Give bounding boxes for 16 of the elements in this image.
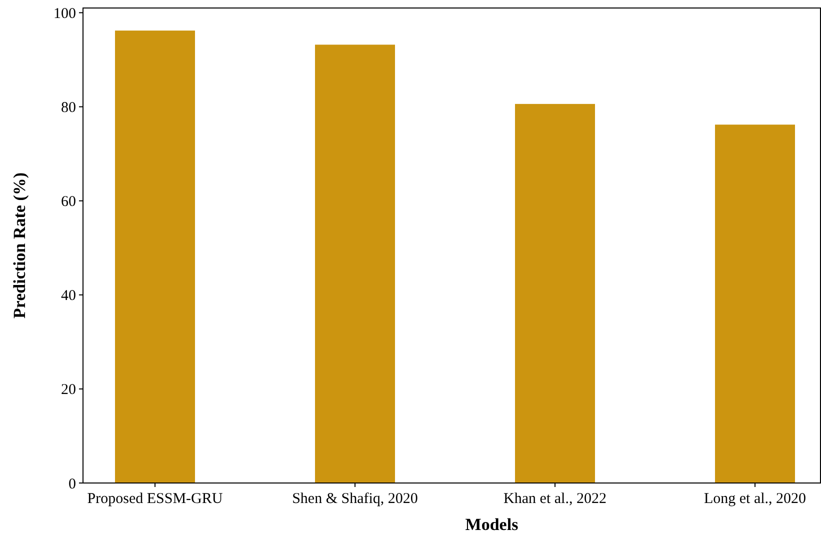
x-tick-label: Khan et al., 2022 [504,491,606,507]
y-tick-label: 80 [61,100,76,116]
bar [515,104,595,483]
bar [715,124,795,483]
x-axis-title: Models [465,515,519,534]
y-axis-title: Prediction Rate (%) [10,172,29,319]
y-tick-label: 60 [61,194,76,210]
y-tick-label: 20 [61,382,76,398]
y-tick-label: 40 [61,288,76,304]
x-tick-label: Shen & Shafiq, 2020 [292,491,418,507]
x-tick-label: Long et al., 2020 [704,491,806,507]
y-tick-label: 100 [54,6,76,22]
bar [315,44,395,483]
bar [115,30,195,483]
x-tick-label: Proposed ESSM-GRU [87,491,223,507]
y-tick-label: 0 [68,476,76,492]
